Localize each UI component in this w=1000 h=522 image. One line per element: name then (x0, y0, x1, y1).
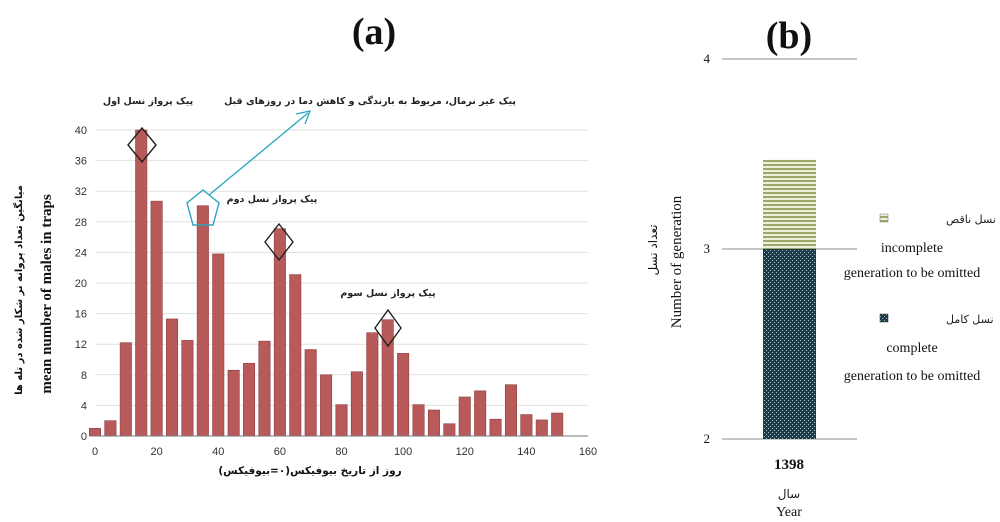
bar (135, 129, 148, 437)
bar (150, 200, 163, 437)
legend-complete-line2: generation to be omitted (844, 369, 980, 384)
legend-incomplete-fa: نسل ناقص (946, 213, 996, 226)
y-tick-label: 12 (75, 339, 87, 351)
annotation-peak3: پیک پرواز نسل سوم (340, 288, 435, 299)
panel-a-bars (88, 129, 564, 437)
panel-b-y-label-fa: تعداد نسل (646, 224, 660, 275)
y-tick-label: 4 (704, 51, 711, 66)
panel-b-x-label-fa: سال (778, 487, 800, 501)
bar (458, 396, 471, 437)
abnormal-peak-arrowhead (295, 110, 312, 125)
x-tick-label: 140 (517, 446, 535, 458)
bar (320, 374, 333, 437)
annotation-peak2: پیک پرواز نسل دوم (227, 194, 318, 205)
panel-a-y-label-fa: میانگین تعداد پروانه نر شکار شده در تله … (12, 185, 25, 395)
bar (166, 318, 179, 437)
y-tick-label: 0 (81, 431, 87, 443)
panel-a-y-label: mean number of males in traps (39, 194, 55, 393)
x-tick-label: 120 (456, 446, 474, 458)
bar (504, 384, 517, 437)
annotation-peak1: پیک پرواز نسل اول (103, 96, 193, 107)
y-tick-label: 28 (75, 217, 87, 229)
bar (412, 404, 425, 437)
bar-incomplete (763, 159, 816, 249)
bar (520, 414, 533, 437)
panel-a-title: (a) (352, 11, 396, 53)
panel-b-category-label: 1398 (774, 457, 804, 473)
x-tick-label: 20 (151, 446, 163, 458)
bar (335, 404, 348, 437)
bar (474, 390, 487, 437)
annotation-abnormal: پیک غیر نرمال، مربوط به بارندگی و کاهش د… (224, 95, 516, 107)
panel-b-title: (b) (766, 15, 812, 57)
abnormal-peak-pentagon (186, 189, 220, 226)
x-tick-label: 40 (212, 446, 224, 458)
y-tick-label: 32 (75, 186, 87, 198)
y-tick-label: 24 (75, 247, 87, 259)
panel-a-x-label: روز از تاریخ بیوفیکس(۰=بیوفیکس) (218, 465, 401, 477)
x-tick-label: 0 (92, 446, 98, 458)
bar (350, 371, 363, 437)
bar (88, 428, 102, 437)
panel-b-y-ticks: 2 3 4 (704, 51, 711, 446)
panel-a-x-ticks: 0 20 40 60 80 100 120 140 160 (92, 446, 597, 458)
peak2-diamond (264, 222, 294, 262)
legend-complete-swatch (879, 313, 889, 323)
peak1-diamond (127, 126, 157, 164)
panel-b-bars (763, 159, 816, 439)
y-tick-label: 3 (704, 241, 711, 256)
legend-incomplete-line1: incomplete (881, 241, 943, 256)
bar (227, 369, 240, 437)
bar (289, 274, 302, 437)
bar (443, 423, 456, 437)
bar (397, 353, 410, 437)
legend-complete-fa: نسل کامل (946, 313, 994, 326)
y-tick-label: 16 (75, 309, 87, 321)
y-tick-label: 4 (81, 400, 87, 412)
bar (381, 319, 394, 437)
peak3-diamond (374, 308, 402, 348)
panel-b-y-label: Number of generation (669, 195, 685, 328)
bar (119, 342, 132, 437)
bar (104, 420, 117, 437)
legend-complete-line1: complete (886, 341, 937, 356)
bar (551, 412, 564, 437)
x-tick-label: 100 (394, 446, 412, 458)
panel-b-x-label: Year (776, 505, 802, 520)
bar (489, 418, 502, 437)
y-tick-label: 36 (75, 156, 87, 168)
abnormal-peak-arrow (208, 112, 309, 196)
panel-b-legend: نسل ناقص incomplete generation to be omi… (844, 213, 996, 384)
bar (366, 332, 379, 437)
bar (212, 253, 225, 437)
legend-incomplete-line2: generation to be omitted (844, 266, 980, 281)
bar (181, 340, 194, 437)
y-tick-label: 8 (81, 370, 87, 382)
bar (258, 340, 271, 437)
bar (427, 409, 440, 437)
bar (304, 349, 317, 437)
bar (243, 363, 256, 437)
bar (535, 419, 548, 437)
x-tick-label: 80 (335, 446, 347, 458)
panel-b: (b) 2 3 4 Number of generation تعداد نسل 1… (646, 15, 996, 520)
y-tick-label: 40 (75, 125, 87, 137)
y-tick-label: 20 (75, 278, 87, 290)
x-tick-label: 160 (579, 446, 597, 458)
bar-complete (763, 249, 816, 439)
y-tick-label: 2 (704, 431, 711, 446)
legend-incomplete-swatch (879, 213, 889, 223)
panel-a: (a) 0 4 8 12 16 20 24 28 32 36 40 0 20 40 60 80 100 120 1… (12, 11, 597, 477)
bar (196, 205, 209, 437)
x-tick-label: 60 (274, 446, 286, 458)
panel-a-y-ticks: 0 4 8 12 16 20 24 28 32 36 40 (75, 125, 87, 443)
